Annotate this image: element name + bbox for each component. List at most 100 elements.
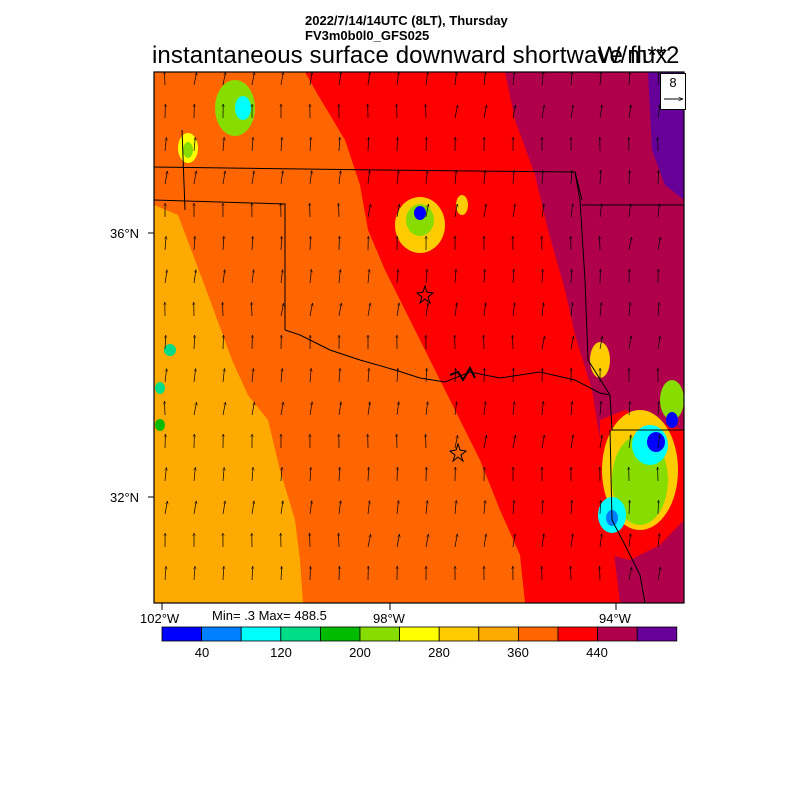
colorbar-swatch [597, 626, 638, 642]
wind-arrow [165, 236, 166, 251]
colorbar-swatch [399, 626, 440, 642]
wind-arrow [165, 72, 166, 86]
wind-arrow [338, 72, 341, 86]
model-name: FV3m0b0l0_GFS025 [305, 28, 430, 43]
wind-arrow [571, 72, 572, 86]
wind-arrow [338, 303, 341, 317]
wind-arrow [194, 137, 195, 152]
wind-arrow [600, 302, 601, 317]
wind-arrow [281, 368, 282, 383]
colorbar [161, 626, 678, 642]
city-star-dfw [448, 442, 468, 463]
wind-arrow [628, 534, 631, 548]
colorbar-swatch [518, 626, 559, 642]
colorbar-swatch [240, 626, 282, 642]
wind-arrow [222, 72, 226, 86]
reference-vector-arrow [664, 94, 685, 104]
wind-arrow [223, 236, 224, 251]
wind-arrow [280, 402, 283, 416]
wind-arrow [223, 467, 224, 482]
wind-arrow [368, 467, 369, 482]
wind-arrow [339, 203, 340, 218]
wind-arrow [309, 402, 312, 416]
colorbar-swatch [161, 626, 202, 642]
wind-arrow [658, 302, 659, 317]
wind-arrow [425, 204, 428, 218]
wind-arrow [484, 269, 485, 284]
wind-arrow [512, 435, 515, 449]
forecast-datetime: 2022/7/14/14UTC (8LT), Thursday [305, 13, 508, 28]
wind-arrow [628, 105, 631, 119]
wind-arrow [628, 237, 632, 251]
wind-arrow [483, 303, 486, 317]
wind-arrow [194, 236, 195, 251]
wind-arrow [454, 402, 457, 416]
wind-arrow [367, 72, 370, 86]
wind-arrow [658, 72, 659, 86]
wind-arrow [657, 336, 660, 350]
wind-arrow [629, 72, 630, 86]
wind-arrow [193, 501, 196, 515]
wind-arrow [455, 269, 456, 284]
wind-arrow [310, 467, 311, 482]
city-star-okc [415, 284, 435, 305]
wind-arrow [454, 534, 457, 548]
wind-arrow [513, 401, 514, 416]
wind-arrow [281, 467, 282, 482]
wind-arrow [425, 402, 428, 416]
wind-arrow [397, 467, 398, 482]
wind-arrow [310, 368, 311, 383]
wind-arrow [165, 137, 166, 152]
wind-arrow [397, 269, 398, 284]
map-title: instantaneous surface downward shortwave… [152, 42, 668, 69]
wind-arrow [164, 369, 167, 383]
wind-arrow [455, 170, 456, 185]
wind-arrow [367, 204, 371, 218]
wind-arrow [483, 534, 486, 548]
colorbar-label-40: 40 [194, 645, 210, 660]
wind-arrow [541, 435, 544, 449]
wind-arrow [368, 269, 369, 284]
wind-arrow [628, 567, 632, 581]
wind-arrow [280, 72, 283, 86]
wind-arrow [513, 170, 514, 185]
colorbar-label-280: 280 [428, 645, 450, 660]
wind-arrow [541, 105, 544, 119]
wind-arrow [454, 105, 458, 119]
wind-arrow [339, 137, 340, 152]
colorbar-swatch [557, 626, 598, 642]
wind-arrow [252, 302, 253, 317]
wind-arrow [571, 302, 573, 317]
wind-arrow [629, 302, 630, 317]
lon-label-98w: 98°W [373, 611, 405, 626]
reference-vector-value: 8 [669, 75, 677, 90]
wind-arrow [483, 204, 486, 218]
wind-arrow [454, 435, 458, 449]
shaded-field [154, 72, 684, 603]
lat-label-36n: 36°N [110, 226, 140, 241]
wind-arrow [164, 171, 167, 185]
wind-arrow [570, 534, 573, 548]
wind-arrow [222, 501, 225, 515]
wind-arrow [339, 467, 340, 482]
wind-arrow [599, 336, 602, 350]
colorbar-label-440: 440 [586, 645, 608, 660]
wind-arrow [571, 401, 572, 416]
wind-arrow [368, 368, 369, 383]
wind-arrow [310, 137, 311, 152]
wind-arrow [426, 104, 427, 119]
wind-arrow [223, 566, 224, 581]
wind-arrow [513, 500, 514, 515]
wind-arrow [600, 72, 601, 86]
wind-arrow [455, 500, 456, 515]
wind-arrow [252, 368, 253, 383]
wind-arrow [426, 269, 427, 284]
wind-arrow [309, 303, 313, 317]
wind-arrow [310, 236, 311, 251]
wind-arrow [251, 72, 254, 86]
wind-arrow [483, 105, 487, 119]
wind-arrow [600, 236, 601, 251]
wind-arrow [280, 501, 283, 515]
wind-arrow [541, 336, 545, 350]
